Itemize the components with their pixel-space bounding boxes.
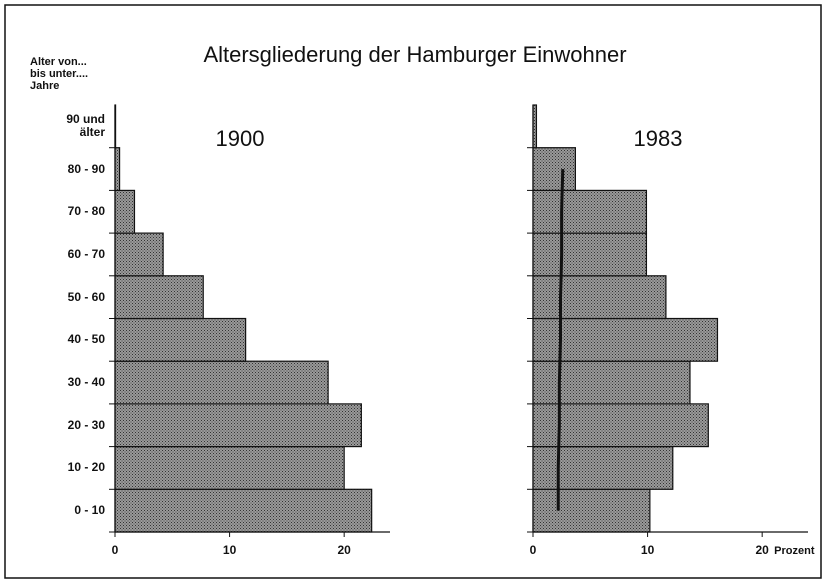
bar <box>114 317 247 362</box>
bar <box>532 317 719 362</box>
x-tick-label: 20 <box>337 543 351 557</box>
bar <box>114 189 136 234</box>
y-axis-label-line: Alter von... <box>30 56 87 68</box>
bar <box>114 232 164 277</box>
bar <box>532 232 648 277</box>
x-tick-label: 0 <box>530 543 537 557</box>
chart-title: Altersgliederung der Hamburger Einwohner <box>203 42 626 67</box>
y-tick-label: 70 - 80 <box>67 204 105 219</box>
y-tick-label: 20 - 30 <box>67 417 105 432</box>
y-tick-label: 30 - 40 <box>67 375 105 390</box>
panel-title: 1983 <box>634 126 683 151</box>
bar <box>532 488 651 533</box>
overlay-line <box>556 169 565 511</box>
y-tick-label: 80 - 90 <box>67 161 105 176</box>
x-tick-label: 0 <box>112 543 119 557</box>
y-axis-label: Alter von... bis unter.... Jahre <box>30 56 88 92</box>
x-axis-label: Prozent <box>774 545 815 557</box>
y-tick-label: 40 - 50 <box>67 332 105 347</box>
bar <box>532 360 691 405</box>
y-tick-label: 10 - 20 <box>67 460 105 475</box>
bar <box>532 189 648 234</box>
bar <box>114 446 345 490</box>
bar <box>114 275 204 320</box>
y-tick-label: 50 - 60 <box>67 289 105 304</box>
frame <box>4 4 822 579</box>
bar <box>532 275 667 320</box>
bar <box>532 446 674 490</box>
x-tick-label: 10 <box>223 543 237 557</box>
bar <box>114 360 329 405</box>
y-axis-label-line: bis unter.... <box>30 68 89 80</box>
bar <box>532 147 576 191</box>
y-tick-label: 0 - 10 <box>74 503 105 518</box>
bar <box>114 403 362 448</box>
x-tick-label: 20 <box>755 543 769 557</box>
bar <box>114 147 121 191</box>
x-tick-label: 10 <box>641 543 655 557</box>
panel-title: 1900 <box>216 126 265 151</box>
y-tick-label: 60 - 70 <box>67 246 105 261</box>
y-axis-label-line: Jahre <box>30 80 60 92</box>
bar <box>114 488 373 533</box>
y-tick-label: 90 und älter <box>66 112 105 140</box>
